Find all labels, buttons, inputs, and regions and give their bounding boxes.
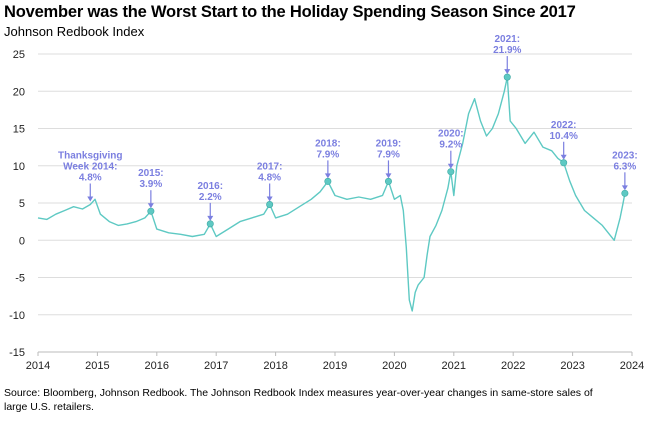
annotation-label: 2022:	[551, 120, 577, 131]
annotation-arrow-head	[266, 196, 273, 202]
series-line	[37, 76, 626, 312]
annotation: 2015:3.9%	[138, 168, 164, 215]
annotation: 2023:6.3%	[612, 150, 638, 197]
x-tick-label: 2023	[560, 360, 584, 372]
annotation-label: 2016:	[197, 181, 223, 192]
annotation-label: 6.3%	[613, 161, 636, 172]
annotation-arrow-head	[147, 203, 154, 209]
annotation-label: 4.8%	[258, 172, 281, 183]
x-tick-label: 2015	[85, 360, 109, 372]
annotation: 2022:10.4%	[550, 120, 578, 167]
annotation-arrow-head	[621, 185, 628, 191]
annotation-label: 2023:	[612, 150, 638, 161]
y-tick-label: -15	[9, 347, 25, 359]
annotation-arrow-head	[207, 215, 214, 221]
source-note: Source: Bloomberg, Johnson Redbook. The …	[4, 387, 593, 413]
annotation-arrow-head	[87, 196, 94, 202]
x-tick-label: 2018	[263, 360, 287, 372]
annotation-point	[266, 200, 274, 208]
annotation: 2020:9.2%	[438, 129, 464, 176]
annotation-label: 21.9%	[493, 45, 521, 56]
annotation-arrow-head	[447, 163, 454, 169]
y-tick-label: 25	[13, 49, 25, 61]
annotation-point	[324, 177, 332, 185]
x-tick-label: 2016	[145, 360, 169, 372]
x-tick-label: 2021	[442, 360, 466, 372]
annotation-label: 2020:	[438, 129, 464, 140]
annotation-point	[447, 168, 455, 176]
annotation-arrow-head	[385, 173, 392, 179]
y-tick-label: 10	[13, 161, 25, 173]
x-tick-label: 2014	[26, 360, 50, 372]
y-tick-label: -10	[9, 310, 25, 322]
y-tick-label: -5	[15, 273, 25, 285]
y-tick-label: 5	[19, 198, 25, 210]
annotation-arrow-head	[560, 154, 567, 160]
x-tick-label: 2024	[620, 360, 644, 372]
x-tick-label: 2022	[501, 360, 525, 372]
annotation: 2019:7.9%	[376, 138, 402, 185]
annotation-label: 2018:	[315, 138, 341, 149]
annotation-point	[560, 159, 568, 167]
annotation: 2017:4.8%	[257, 161, 283, 208]
annotation-label: 2021:	[494, 34, 520, 45]
annotation-label: 3.9%	[139, 179, 162, 190]
annotation-point	[621, 189, 629, 197]
annotation-arrow-head	[504, 69, 511, 75]
annotation: 2018:7.9%	[315, 138, 341, 185]
annotation-label: 2019:	[376, 138, 402, 149]
chart-subtitle: Johnson Redbook Index	[4, 24, 145, 39]
annotation-label: 2.2%	[199, 192, 222, 203]
y-tick-label: 20	[13, 86, 25, 98]
y-tick-label: 0	[19, 235, 25, 247]
annotation: 2021:21.9%	[493, 34, 522, 81]
chart-title: November was the Worst Start to the Holi…	[4, 3, 576, 21]
annotation: 2016:2.2%	[197, 181, 223, 228]
x-tick-label: 2017	[204, 360, 228, 372]
annotation-label: 4.8%	[79, 172, 102, 183]
annotation-point	[384, 177, 392, 185]
annotation-label: Thanksgiving	[58, 150, 122, 161]
annotation-point	[503, 73, 511, 81]
annotation-label: 10.4%	[550, 131, 578, 142]
annotation-label: 9.2%	[439, 140, 462, 151]
annotation-point	[206, 220, 214, 228]
x-tick-label: 2020	[382, 360, 406, 372]
x-tick-label: 2019	[323, 360, 347, 372]
annotation-label: 7.9%	[316, 149, 339, 160]
annotation-label: 2017:	[257, 161, 283, 172]
annotation-label: Week 2014:	[63, 161, 117, 172]
annotation-label: 7.9%	[377, 149, 400, 160]
annotation-point	[147, 207, 155, 215]
annotation-label: 2015:	[138, 168, 164, 179]
y-tick-label: 15	[13, 124, 25, 136]
annotation-arrow-head	[324, 173, 331, 179]
